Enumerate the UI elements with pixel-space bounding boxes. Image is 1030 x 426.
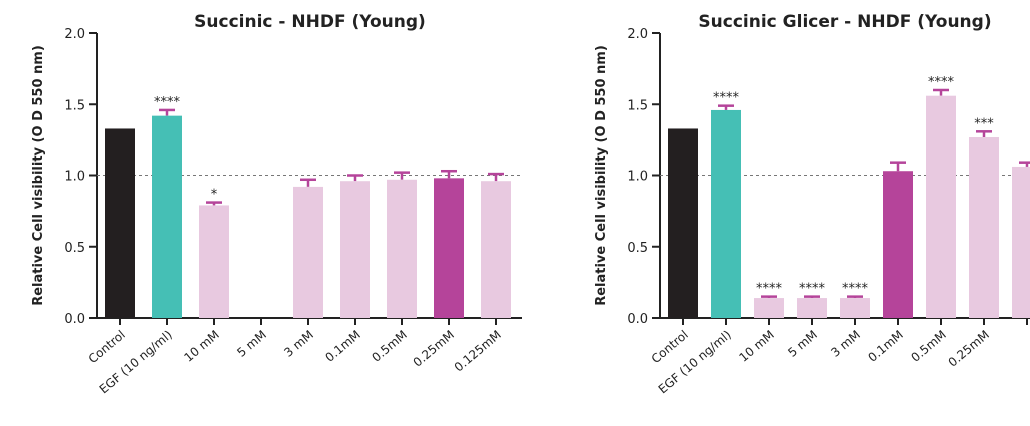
x-tick-label: 0.1mM [865, 328, 906, 365]
error-bar [933, 88, 949, 96]
x-tick-label: 0.5mM [369, 328, 410, 365]
significance-label: * [211, 188, 218, 203]
x-tick-label: 5 mM [234, 328, 269, 360]
error-bar [804, 295, 820, 299]
error-bar [976, 130, 992, 138]
error-bar [347, 174, 363, 182]
bar [754, 298, 784, 318]
bar [1012, 166, 1030, 318]
x-tick-label: 0.5mM [908, 328, 949, 365]
bar [152, 115, 182, 319]
y-tick-label: 2.0 [627, 27, 648, 42]
x-tick-label: 3 mM [281, 328, 316, 360]
x-tick-label: 0.125mM [452, 328, 504, 375]
x-tick-label: Control [86, 328, 128, 367]
error-bar [761, 295, 777, 299]
bar [293, 186, 323, 318]
significance-label: *** [974, 116, 994, 131]
bar [340, 181, 370, 318]
y-tick-label: 1.0 [64, 170, 85, 185]
error-bar [441, 169, 457, 179]
error-bar [300, 178, 316, 187]
bar [711, 109, 741, 318]
bar [387, 179, 417, 318]
y-tick-label: 1.5 [627, 98, 648, 113]
bar [797, 298, 827, 318]
y-axis-label: Relative Cell visibility (O D 550 nm) [31, 45, 46, 306]
significance-label: **** [799, 282, 826, 297]
bar [969, 137, 999, 318]
y-tick-label: 2.0 [64, 27, 85, 42]
x-tick-label: 0.1mM [322, 328, 363, 365]
significance-label: **** [713, 91, 740, 106]
error-bar [206, 201, 222, 206]
error-bar [718, 104, 734, 110]
y-tick-label: 1.0 [627, 170, 648, 185]
error-bar [159, 108, 175, 116]
error-bar [1019, 161, 1030, 167]
y-tick-label: 0.0 [627, 312, 648, 327]
significance-label: **** [928, 75, 955, 90]
bar [481, 181, 511, 318]
bar [105, 128, 135, 318]
y-axis-label: Relative Cell visibility (O D 550 nm) [594, 45, 609, 306]
y-tick-label: 1.5 [64, 98, 85, 113]
bar [668, 128, 698, 318]
bar [434, 178, 464, 318]
x-tick-label: 0.25mM [411, 328, 457, 370]
x-tick-label: EGF (10 ng/ml) [656, 328, 734, 397]
significance-label: **** [842, 282, 869, 297]
chart-title: Succinic - NHDF (Young) [194, 12, 426, 32]
y-tick-label: 0.5 [64, 241, 85, 256]
bar [883, 171, 913, 318]
x-tick-label: 0.25mM [946, 328, 992, 370]
x-tick-label: 10 mM [181, 328, 222, 365]
x-tick-label: 3 mM [828, 328, 863, 360]
significance-label: **** [756, 282, 783, 297]
significance-label: **** [154, 95, 181, 110]
error-bar [847, 295, 863, 299]
x-tick-label: 10 mM [736, 328, 777, 365]
bar [199, 205, 229, 318]
chart-title: Succinic Glicer - NHDF (Young) [698, 12, 991, 32]
error-bar [488, 172, 504, 182]
y-tick-label: 0.0 [64, 312, 85, 327]
bar [840, 298, 870, 318]
error-bar [394, 171, 410, 180]
x-tick-label: 5 mM [785, 328, 820, 360]
bar [926, 95, 956, 318]
y-tick-label: 0.5 [627, 241, 648, 256]
error-bar [890, 161, 906, 172]
